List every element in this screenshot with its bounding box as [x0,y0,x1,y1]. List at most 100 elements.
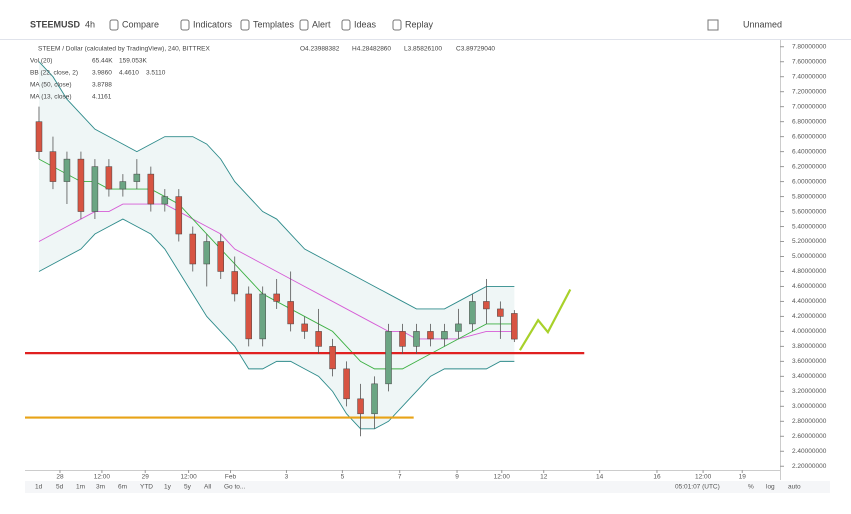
y-tick-label: 4.60000000 [792,283,827,290]
candle-body [455,323,462,332]
toolbar-icon[interactable] [299,19,309,31]
toolbar-button[interactable]: Templates [253,19,295,29]
candle-body [231,271,238,295]
y-tick-label: 5.20000000 [792,238,827,245]
legend-value: 3.8788 [92,82,112,89]
y-tick-label: 4.40000000 [792,298,827,305]
range-button[interactable]: 6m [118,484,127,491]
candle-body [315,331,322,347]
scale-button[interactable]: % [748,484,754,491]
y-tick-label: 3.80000000 [792,343,827,350]
legend-value: 65.44K [92,58,113,65]
toolbar-button[interactable]: Replay [405,19,434,29]
y-tick-label: 2.40000000 [792,448,827,455]
y-tick-label: 5.40000000 [792,223,827,230]
x-tick-label: 12:00 [695,474,712,481]
x-tick-label: 9 [455,474,459,481]
scale-button[interactable]: log [766,484,775,491]
symbol[interactable]: STEEMUSD [30,19,81,29]
candle-body [77,158,85,212]
y-tick-label: 4.00000000 [792,328,827,335]
fullscreen-icon[interactable] [707,19,719,31]
candle-body [329,346,336,370]
x-tick-label: 14 [596,474,604,481]
ohlc-value: O4.23988382 [300,46,340,53]
toolbar-button[interactable]: Indicators [193,19,233,29]
legend-value: 4.1161 [92,94,112,101]
y-tick-label: 5.60000000 [792,208,827,215]
y-tick-label: 3.00000000 [792,403,827,410]
x-tick-label: Feb [225,474,237,481]
y-tick-label: 2.60000000 [792,433,827,440]
bb-band-fill [38,61,515,429]
toolbar-icon[interactable] [240,19,250,31]
x-tick-label: 12 [540,474,548,481]
candle-body [147,173,155,205]
candle-body [427,331,434,340]
legend-name: MA (13, close) [30,94,72,101]
candle-body [91,166,99,212]
candle-body [343,368,350,400]
scale-button[interactable]: auto [788,484,801,491]
x-tick-label: 12:00 [180,474,197,481]
y-tick-label: 3.60000000 [792,358,827,365]
candle-body [301,323,308,332]
ohlc-value: L3.85826100 [404,46,442,53]
range-button[interactable]: 3m [96,484,105,491]
range-button[interactable]: 5y [184,484,192,491]
interval[interactable]: 4h [85,19,95,29]
candle-body [357,398,364,415]
indicator-line [38,61,515,310]
y-tick-label: 7.00000000 [792,103,827,110]
y-tick-label: 4.20000000 [792,313,827,320]
toolbar-icon[interactable] [180,19,190,31]
candle-body [245,293,252,340]
range-button[interactable]: 1y [164,484,172,491]
range-button[interactable]: 5d [56,484,64,491]
candle-body [105,166,113,190]
legend-name: BB (22, close, 2) [30,70,78,77]
price-axis [780,40,851,480]
candle-body [469,301,476,325]
candle-body [217,241,224,272]
range-button[interactable]: 1m [76,484,85,491]
range-button[interactable]: YTD [140,484,153,491]
y-tick-label: 6.40000000 [792,148,827,155]
toolbar-icon[interactable] [392,19,402,31]
y-tick-label: 7.40000000 [792,73,827,80]
x-tick-label: 3 [285,474,289,481]
toolbar-button[interactable]: Ideas [354,19,377,29]
candle-body [175,196,183,235]
candle-body [189,233,197,265]
clock[interactable]: 05:01:07 (UTC) [675,484,720,491]
y-tick-label: 7.60000000 [792,58,827,65]
legend-name: Vol (20) [30,58,52,65]
x-tick-label: 28 [56,474,64,481]
range-button[interactable]: Go to... [224,484,246,491]
x-tick-label: 5 [341,474,345,481]
range-button[interactable]: 1d [35,484,43,491]
candle-body [161,196,169,205]
indicator-line [38,218,515,430]
legend-value: 3.9860 [92,70,112,77]
candle-body [203,241,211,265]
range-button[interactable]: All [204,484,212,491]
candle-body [287,301,294,325]
candle-body [119,181,127,190]
candle-body [441,331,448,340]
x-tick-label: 12:00 [94,474,111,481]
ohlc-value: C3.89729040 [456,46,495,53]
projection-line [519,288,572,351]
candle-body [399,331,406,347]
toolbar-icon[interactable] [109,19,119,31]
legend-value: 159.053K [119,58,147,65]
candle-body [413,331,420,347]
toolbar-icon[interactable] [341,19,351,31]
toolbar-button[interactable]: Compare [122,19,159,29]
candle-body [133,173,141,182]
toolbar-button[interactable]: Alert [312,19,331,29]
y-tick-label: 3.20000000 [792,388,827,395]
layout-name[interactable]: Unnamed [743,19,782,29]
